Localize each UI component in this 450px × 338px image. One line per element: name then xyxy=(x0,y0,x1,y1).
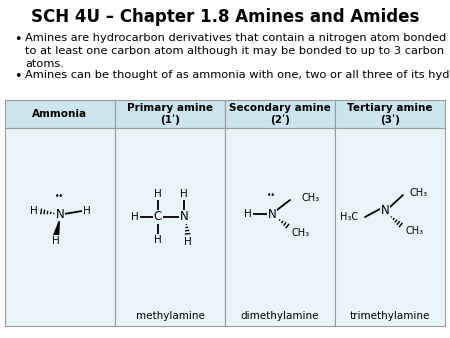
Text: Secondary amine
(2ʹ): Secondary amine (2ʹ) xyxy=(229,103,331,125)
Text: H: H xyxy=(154,189,162,199)
Text: H: H xyxy=(131,212,139,222)
Bar xyxy=(225,128,335,326)
Text: •: • xyxy=(14,33,22,46)
Text: H: H xyxy=(52,236,60,246)
Text: N: N xyxy=(381,204,389,217)
Text: trimethylamine: trimethylamine xyxy=(350,311,430,321)
Text: Ammonia: Ammonia xyxy=(32,109,88,119)
Bar xyxy=(115,100,225,128)
Text: dimethylamine: dimethylamine xyxy=(241,311,319,321)
Text: ••: •• xyxy=(266,191,275,200)
Text: CH₃: CH₃ xyxy=(405,226,423,236)
Bar xyxy=(335,128,445,326)
Text: •: • xyxy=(14,70,22,83)
Text: N: N xyxy=(56,208,64,220)
Text: CH₃: CH₃ xyxy=(410,188,428,198)
Text: Tertiary amine
(3ʹ): Tertiary amine (3ʹ) xyxy=(347,103,433,125)
Text: CH₃: CH₃ xyxy=(291,228,309,238)
Polygon shape xyxy=(53,218,60,237)
Text: H: H xyxy=(30,206,38,216)
Text: H: H xyxy=(180,189,188,199)
Text: H₃C: H₃C xyxy=(340,212,358,222)
Text: H: H xyxy=(83,206,91,216)
Text: methylamine: methylamine xyxy=(135,311,204,321)
Text: N: N xyxy=(268,208,276,220)
Bar xyxy=(5,100,115,128)
Bar xyxy=(225,100,335,128)
Text: N: N xyxy=(180,211,189,223)
Text: SCH 4U – Chapter 1.8 Amines and Amides: SCH 4U – Chapter 1.8 Amines and Amides xyxy=(31,8,419,26)
Bar xyxy=(5,128,115,326)
Text: H: H xyxy=(184,237,192,247)
Text: CH₃: CH₃ xyxy=(302,193,320,203)
Text: H: H xyxy=(244,209,252,219)
Text: Amines can be thought of as ammonia with one, two or all three of its hydrogens : Amines can be thought of as ammonia with… xyxy=(25,70,450,80)
Text: Amines are hydrocarbon derivatives that contain a nitrogen atom bonded to at lea: Amines are hydrocarbon derivatives that … xyxy=(25,33,446,69)
Text: H: H xyxy=(154,235,162,245)
Bar xyxy=(335,100,445,128)
Text: Primary amine
(1ʹ): Primary amine (1ʹ) xyxy=(127,103,213,125)
Text: ••: •• xyxy=(54,192,63,201)
Text: C: C xyxy=(154,211,162,223)
Bar xyxy=(115,128,225,326)
